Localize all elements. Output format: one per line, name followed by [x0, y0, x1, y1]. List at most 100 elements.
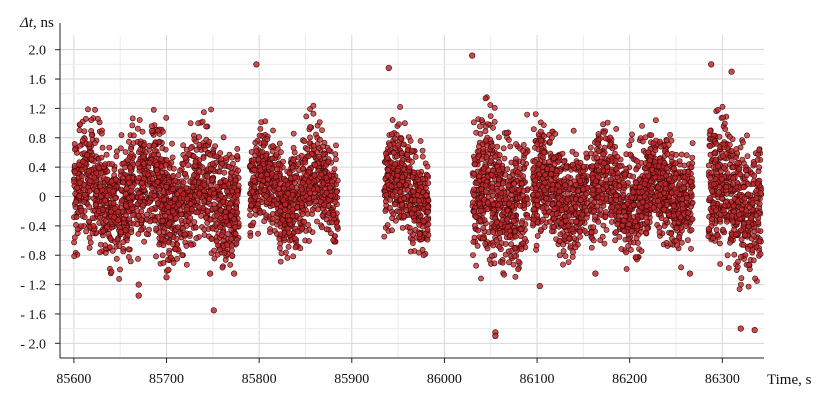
data-point: [592, 213, 598, 220]
data-point: [576, 228, 583, 235]
data-point: [501, 155, 508, 162]
data-point: [229, 252, 236, 259]
data-point: [589, 163, 596, 170]
data-point: [219, 264, 226, 271]
data-point: [71, 234, 78, 241]
data-point: [154, 200, 161, 207]
data-point: [307, 124, 313, 130]
data-point: [316, 119, 323, 125]
data-point: [470, 238, 477, 245]
data-point: [303, 113, 310, 120]
data-point: [663, 172, 669, 179]
data-point: [144, 171, 151, 178]
data-point: [389, 227, 395, 234]
data-point: [260, 161, 267, 168]
data-point: [128, 151, 135, 157]
data-point: [652, 174, 659, 181]
data-point: [656, 202, 663, 209]
data-point: [173, 215, 179, 222]
data-point: [249, 188, 256, 195]
data-point: [85, 106, 91, 113]
data-point: [257, 167, 264, 174]
data-point: [415, 210, 422, 216]
data-point: [251, 167, 258, 173]
data-point: [270, 127, 276, 134]
data-point: [93, 188, 100, 195]
data-point: [516, 187, 522, 193]
data-point: [493, 237, 500, 243]
data-point: [633, 179, 640, 186]
data-point: [328, 219, 335, 226]
data-point: [130, 212, 136, 218]
data-point: [552, 175, 559, 181]
data-point: [211, 247, 217, 254]
data-point: [635, 240, 641, 246]
data-point: [512, 233, 519, 240]
data-point: [671, 165, 677, 172]
data-point: [91, 140, 98, 147]
data-point: [628, 228, 635, 234]
data-point: [163, 157, 170, 163]
data-point: [130, 132, 137, 139]
data-point: [496, 243, 503, 250]
data-point: [333, 156, 339, 163]
data-point: [517, 202, 524, 209]
data-point: [612, 237, 618, 244]
data-point: [607, 141, 614, 148]
data-point: [507, 143, 514, 150]
data-point: [277, 258, 284, 265]
data-point: [570, 186, 577, 193]
data-point: [490, 242, 497, 249]
data-point: [635, 208, 642, 214]
data-point: [616, 233, 623, 240]
data-point: [180, 191, 187, 197]
data-point: [489, 192, 496, 199]
data-point: [248, 148, 255, 155]
data-point: [550, 224, 557, 230]
data-point: [160, 259, 167, 266]
data-point: [91, 174, 98, 181]
data-point: [670, 203, 677, 210]
data-point: [489, 229, 496, 235]
data-point: [556, 252, 563, 259]
data-point: [81, 199, 87, 205]
data-point: [541, 133, 547, 139]
data-point: [120, 248, 127, 255]
data-point: [333, 142, 339, 149]
data-point: [532, 185, 539, 192]
data-point: [472, 161, 478, 168]
data-point: [540, 154, 546, 161]
data-point: [563, 164, 570, 171]
data-point: [196, 204, 203, 211]
data-point: [192, 224, 199, 231]
data-point: [149, 185, 155, 192]
data-point: [181, 231, 188, 238]
data-point: [192, 138, 199, 145]
data-point: [81, 214, 88, 221]
data-point: [315, 153, 322, 160]
data-point: [234, 192, 241, 198]
data-point: [664, 150, 671, 157]
data-point: [655, 184, 661, 191]
data-point: [311, 172, 318, 179]
data-point: [312, 161, 318, 168]
data-point: [232, 224, 239, 231]
data-point: [196, 190, 203, 197]
data-point: [134, 207, 141, 214]
data-point: [158, 156, 165, 162]
data-point: [648, 185, 655, 192]
data-point: [533, 246, 539, 253]
data-point: [87, 239, 94, 246]
data-point: [410, 188, 417, 195]
data-point: [384, 222, 391, 228]
data-point: [273, 152, 280, 158]
data-point: [153, 225, 160, 232]
data-point: [650, 140, 657, 147]
data-point: [169, 154, 176, 161]
data-point: [616, 183, 623, 190]
data-point: [114, 236, 121, 243]
data-point: [505, 137, 512, 143]
data-point: [663, 137, 670, 144]
data-point: [234, 209, 241, 216]
data-point: [116, 224, 123, 231]
